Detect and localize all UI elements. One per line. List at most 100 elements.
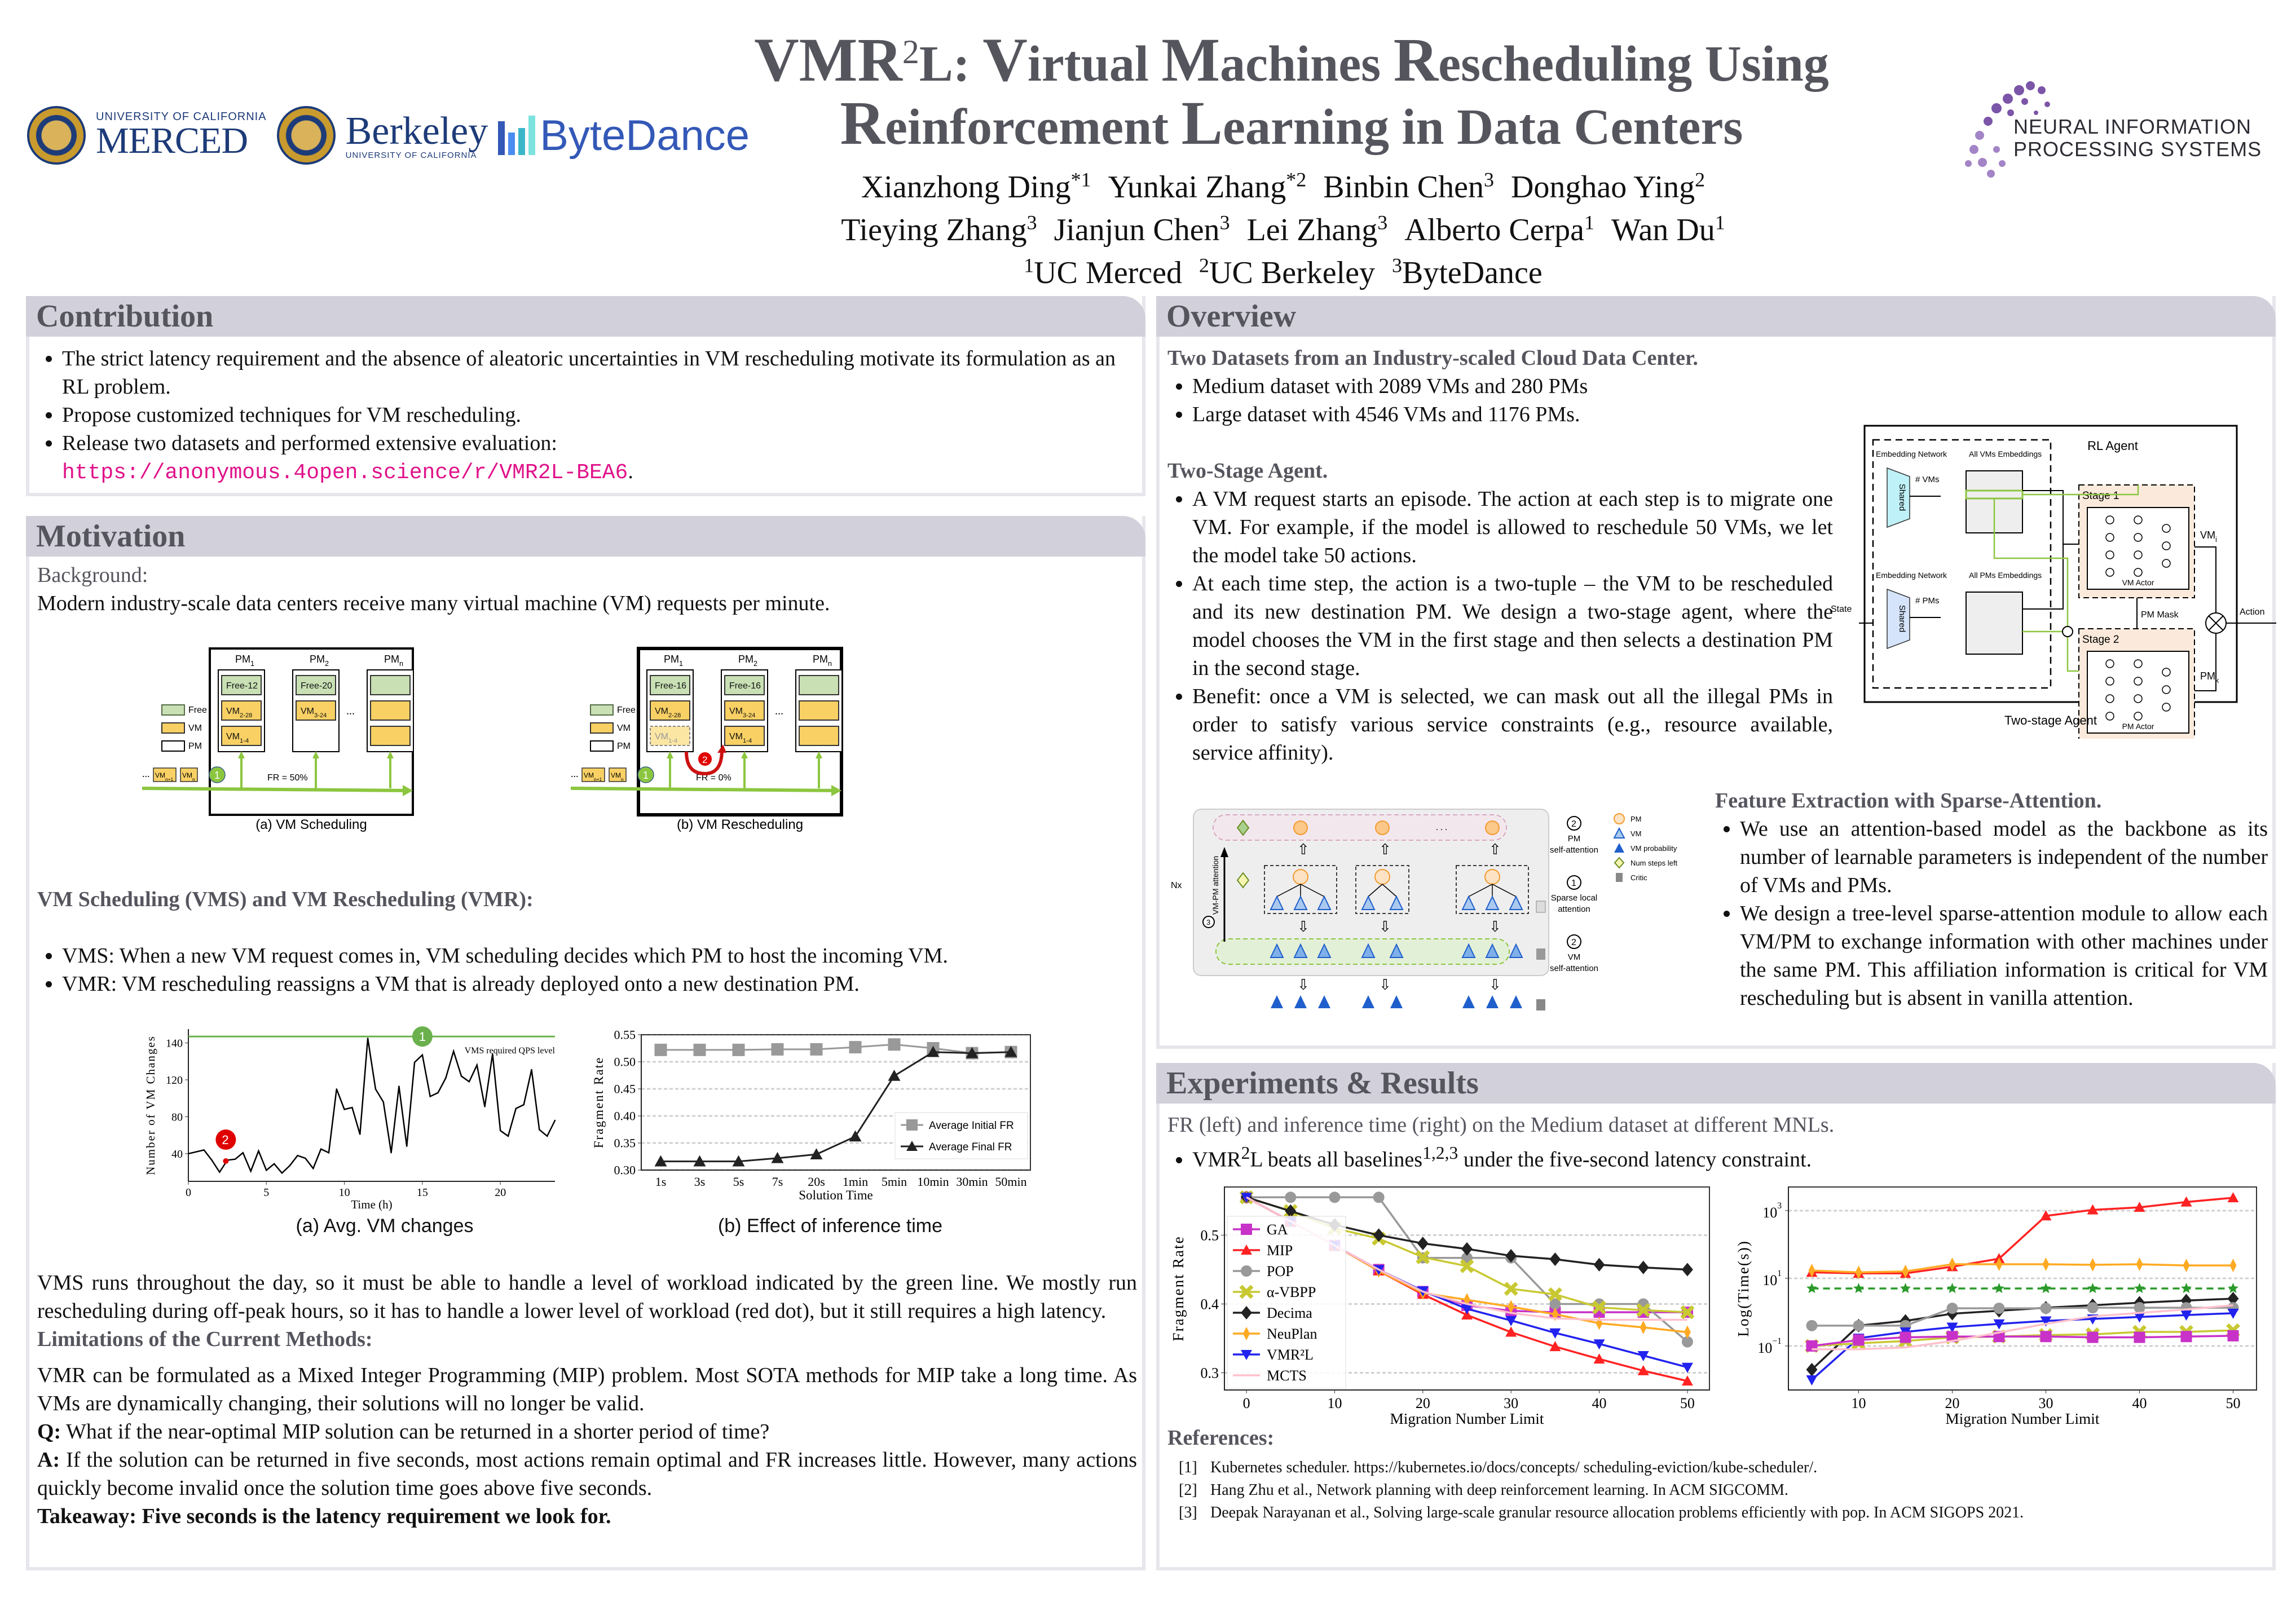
neuron-icon <box>2134 533 2143 542</box>
author-text: Lei Zhang <box>1246 212 1378 248</box>
vm-slot <box>650 700 690 721</box>
qps-reference-label: VMS required QPS level <box>465 1046 556 1056</box>
pm-node-icon <box>1485 820 1500 835</box>
y-tick-label: 10−1 <box>1757 1336 1782 1356</box>
dataset-bullets: Medium dataset with 2089 VMs and 280 PMs… <box>1167 372 1833 429</box>
x-axis-label: Time (h) <box>351 1198 392 1211</box>
data-point <box>654 1043 667 1056</box>
sparse-group-box <box>1355 865 1409 914</box>
question-text: What if the near-optimal MIP solution ca… <box>61 1420 770 1444</box>
vm-node-icon <box>1293 895 1308 910</box>
pm-node-icon <box>1484 869 1500 885</box>
data-point <box>2089 1258 2096 1272</box>
down-arrow-icon: ⇩ <box>1297 919 1310 935</box>
data-point <box>2180 1196 2192 1207</box>
embedding-dashed-box <box>1872 439 2052 689</box>
vm-changes-point <box>281 1172 283 1174</box>
berkeley-logo-small-text: UNIVERSITY OF CALIFORNIA <box>345 150 477 160</box>
vm-self-attention-band <box>1215 938 1510 965</box>
qps-marker-number: 1 <box>419 1030 426 1044</box>
answer-line: A: If the solution can be returned in fi… <box>37 1446 1137 1502</box>
experiments-subheading: FR (left) and inference time (right) on … <box>1167 1113 1835 1137</box>
arrowhead-icon <box>387 751 394 758</box>
vms-vmr-section: VM Scheduling (VMS) and VM Rescheduling … <box>37 885 1137 998</box>
attention-stage-label: VM <box>1568 952 1581 962</box>
vm-changes-chart: 40 80 120 140 0 5 10 15 20 Time (h) Number of VM C… <box>144 1026 556 1211</box>
uc-berkeley-seal-icon <box>276 106 336 165</box>
data-point <box>1947 1283 1958 1294</box>
link-suffix: . <box>628 460 633 483</box>
down-arrow-icon: ⇩ <box>1379 977 1391 993</box>
data-point <box>888 1038 901 1051</box>
data-point <box>1593 1339 1605 1350</box>
queued-vm-label: VMn+1 <box>155 771 174 782</box>
reference-text: Kubernetes scheduler. https://kubernetes… <box>1210 1459 1818 1476</box>
ellipsis: ... <box>775 705 783 717</box>
data-point <box>1508 1300 1515 1314</box>
series-decima <box>1806 1292 2239 1376</box>
inference-time-chart: 0.30 0.35 0.40 0.45 0.50 0.55 1s 3s 5s 7s 20s 1min 5… <box>591 1029 1031 1202</box>
legend-label: Free <box>617 705 636 715</box>
vm-slot <box>724 700 765 721</box>
author-affiliation-mark: *2 <box>1286 168 1307 191</box>
vm-probability-icon <box>1486 995 1499 1008</box>
vm-changes-point <box>437 1092 439 1094</box>
question-line: Q: What if the near-optimal MIP solution… <box>37 1418 1137 1446</box>
legend-marker <box>1241 1265 1252 1277</box>
free-slot <box>296 675 336 695</box>
critic-token-icon <box>1536 948 1545 960</box>
count-label: # VMs <box>1915 475 1940 484</box>
legend-swatch <box>161 740 185 752</box>
step-number: 1 <box>1571 879 1576 888</box>
vm-slot <box>650 726 690 746</box>
num-steps-left-icon <box>1236 819 1250 836</box>
motivation-panel: Motivation Background: Modern industry-s… <box>26 516 1145 1570</box>
data-point <box>1640 1320 1647 1334</box>
attention-legend-label: PM <box>1630 815 1642 823</box>
vm-changes-point <box>289 1164 290 1167</box>
agent-bullet: A VM request starts an episode. The acti… <box>1192 485 1833 570</box>
step-number-badge <box>1202 916 1215 928</box>
attention-stage-label: Sparse local <box>1551 893 1598 903</box>
data-point <box>1994 1283 2004 1294</box>
series-line <box>660 1043 1011 1054</box>
data-point <box>1329 1191 1341 1203</box>
y-tick-label: 40 <box>171 1148 183 1160</box>
bullet-text: L beats all baselines <box>1250 1148 1423 1172</box>
vm-node-icon <box>1509 943 1523 958</box>
vm-changes-point <box>507 1135 509 1137</box>
experiments-intro: FR (left) and inference time (right) on … <box>1167 1111 2267 1174</box>
x-tick-label: 20 <box>1945 1395 1960 1411</box>
pm-self-attention-band <box>1213 814 1507 841</box>
affiliation-name: ByteDance <box>1402 255 1543 290</box>
data-point <box>2180 1310 2192 1321</box>
berkeley-logo-text: Berkeley <box>345 109 488 153</box>
arrowhead-icon <box>1220 847 1228 857</box>
affiliation-name: UC Merced <box>1034 255 1183 290</box>
vm-slot <box>799 726 839 746</box>
data-point <box>2134 1202 2145 1212</box>
queued-vm <box>581 767 605 782</box>
title-part: irtual <box>1027 36 1162 92</box>
neurips-logo: NEURAL INFORMATION PROCESSING SYSTEMS <box>1957 73 2273 180</box>
vm-queue-timeline <box>142 787 409 792</box>
answer-label: A: <box>37 1448 60 1472</box>
code-repository-link[interactable]: https://anonymous.4open.science/r/VMR2L-… <box>62 461 628 485</box>
attention-stage-label: PM <box>1568 834 1581 844</box>
qps-marker-badge <box>412 1026 433 1047</box>
neuron-icon <box>2105 659 2114 668</box>
vm-changes-point <box>219 1171 221 1173</box>
neurips-logo-text: NEURAL INFORMATION PROCESSING SYSTEMS <box>2013 116 2262 161</box>
legend-marker <box>1239 1285 1254 1299</box>
data-point <box>2040 1331 2052 1343</box>
vm-node-icon <box>1461 943 1476 958</box>
vm-node-icon <box>1317 943 1332 958</box>
mip-paragraph: VMR can be formulated as a Mixed Integer… <box>37 1363 1137 1415</box>
uc-berkeley-logo: Berkeley UNIVERSITY OF CALIFORNIA <box>345 109 488 160</box>
motivation-discussion: VMS runs throughout the day, so it must … <box>37 1269 1137 1530</box>
step-1-number: 1 <box>214 770 220 781</box>
arrowhead-icon <box>831 785 841 796</box>
shared-network-icon <box>1887 588 1910 650</box>
data-point <box>1808 1264 1815 1278</box>
x-axis-label: Migration Number Limit <box>1390 1410 1544 1427</box>
